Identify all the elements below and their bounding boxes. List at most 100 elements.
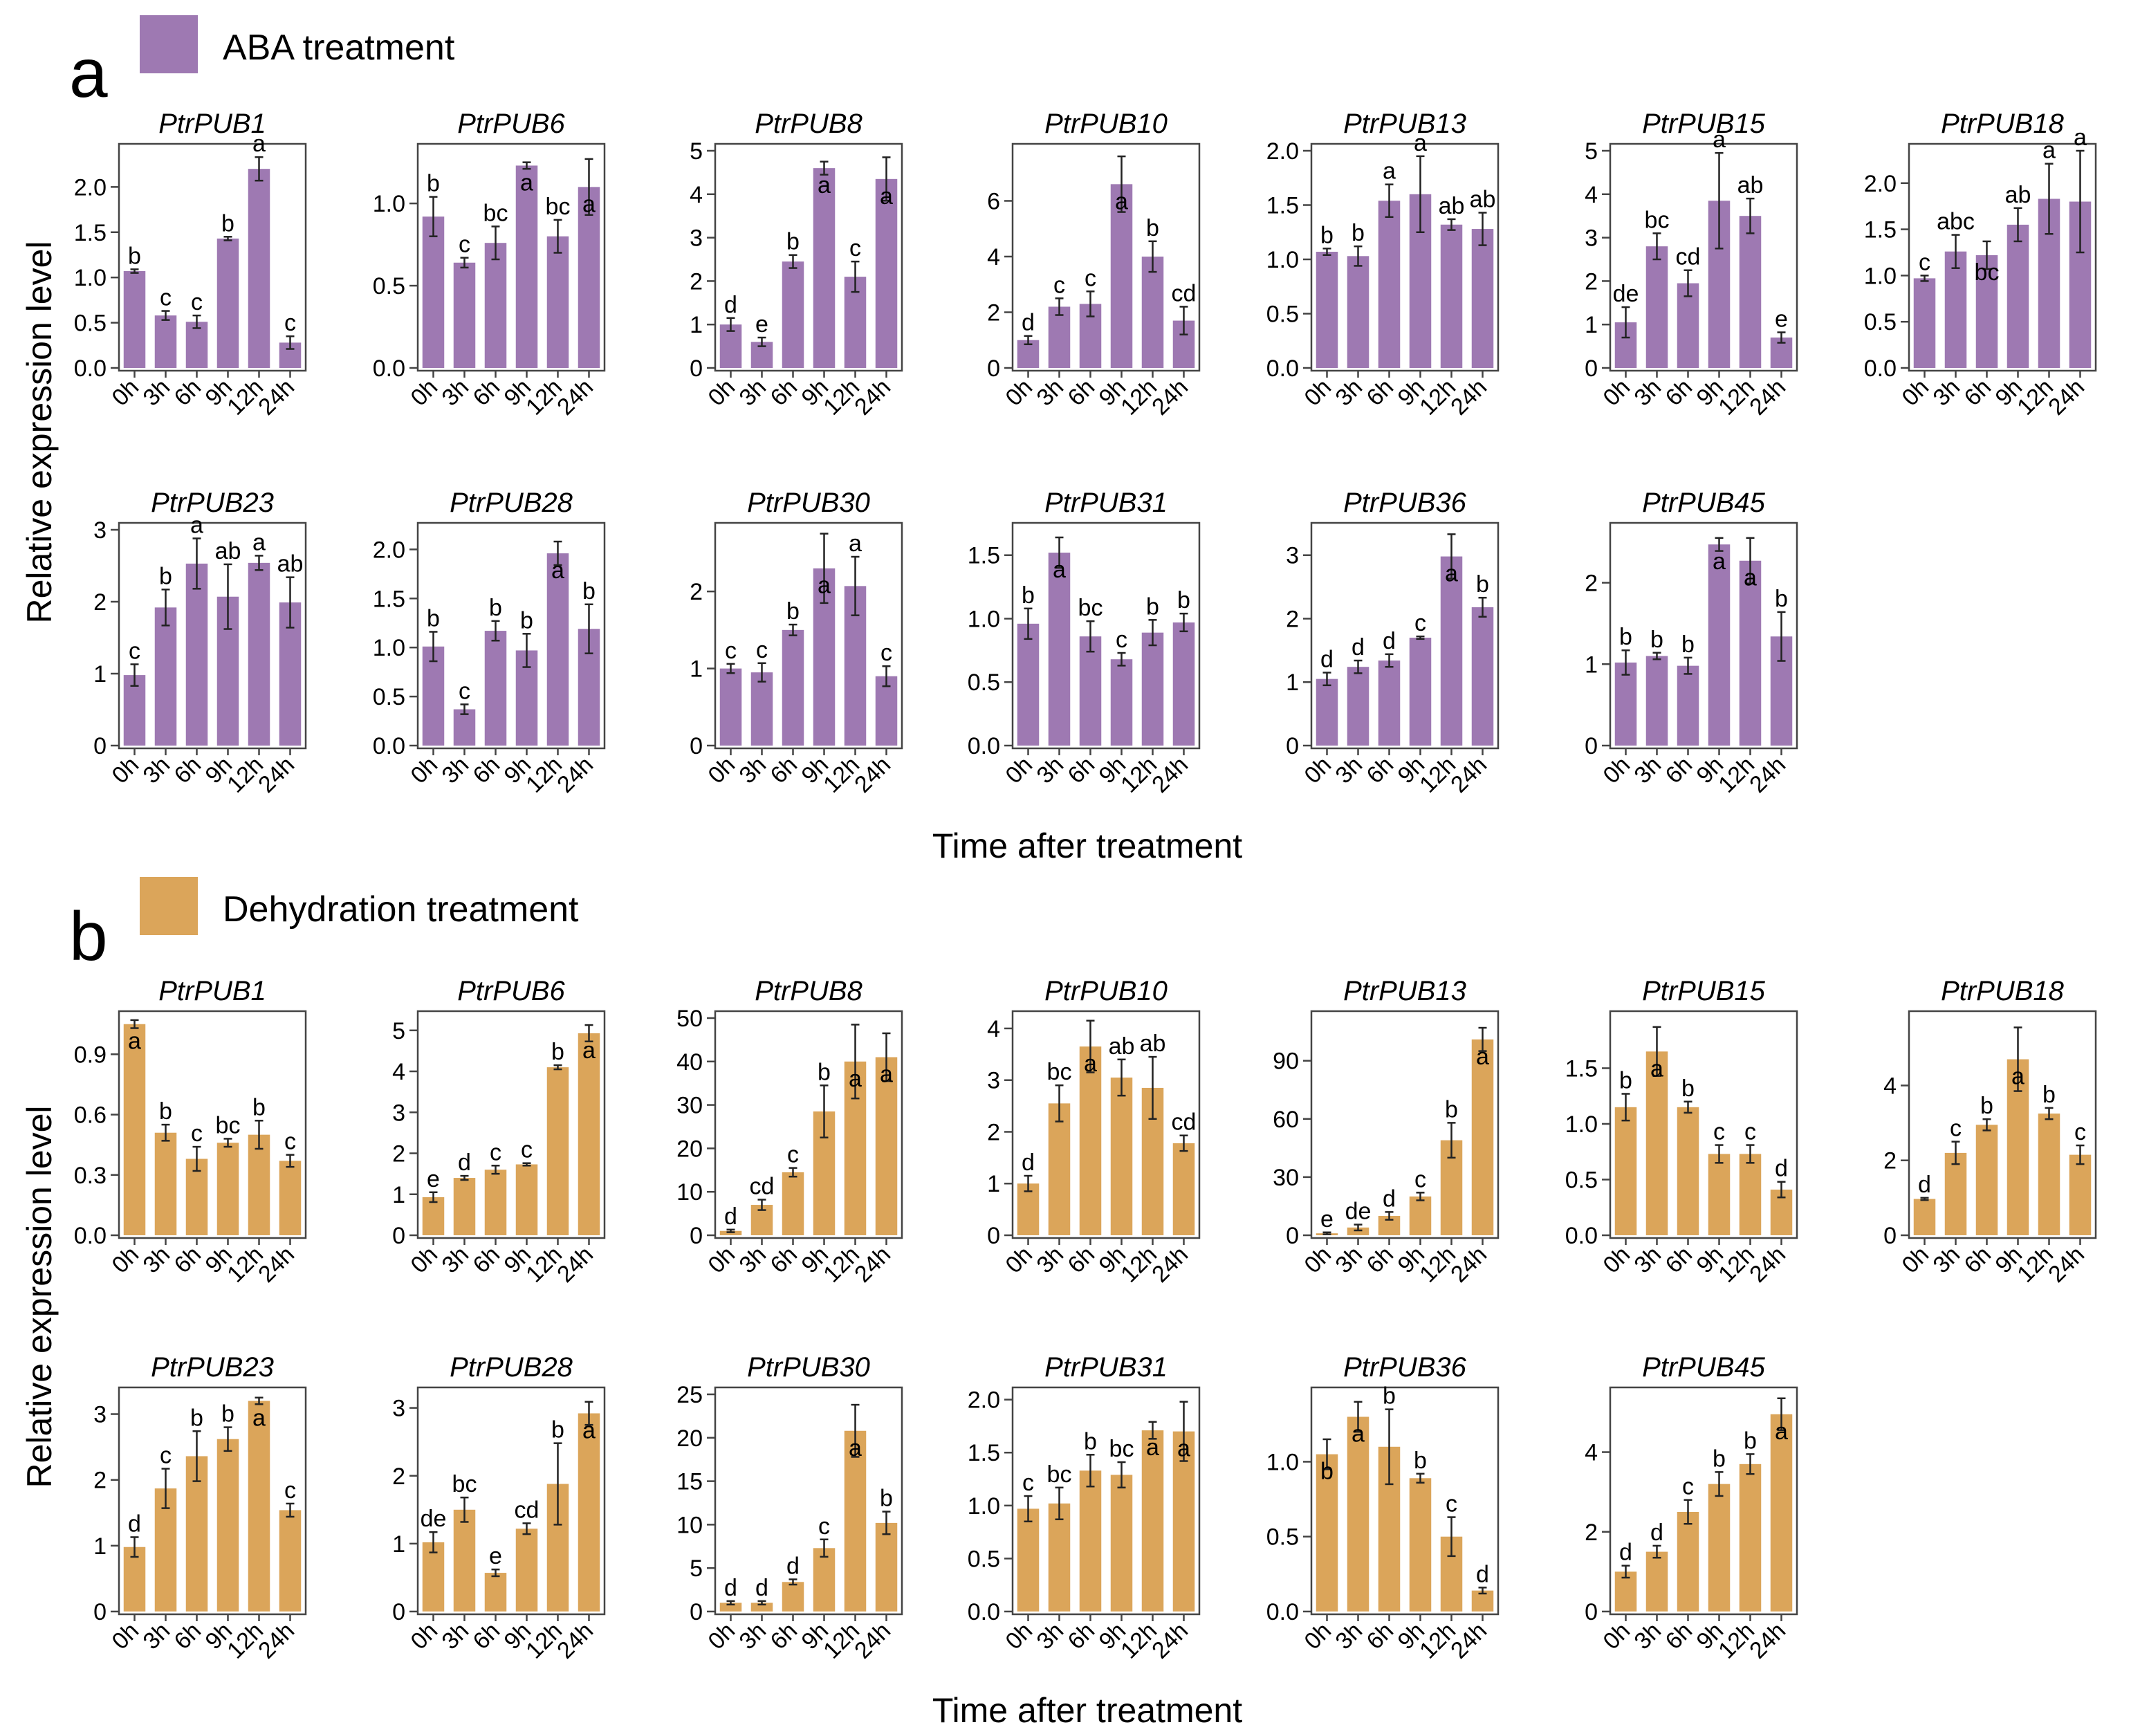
bar [1172, 622, 1195, 746]
bar [185, 322, 208, 368]
significance-letter: a [1352, 1421, 1365, 1447]
significance-letter: c [1919, 249, 1930, 275]
significance-letter: e [489, 1543, 502, 1569]
legend-swatch-dehydration [140, 877, 198, 935]
bar [1739, 1463, 1762, 1612]
bar [453, 1178, 476, 1235]
significance-letter: b [159, 1098, 172, 1125]
y-tick-label: 1 [987, 1171, 1000, 1197]
subplot-title: PtrPUB1 [158, 109, 266, 139]
significance-letter: d [1352, 634, 1365, 661]
y-tick-label: 0.5 [968, 670, 1000, 696]
significance-letter: b [252, 1094, 266, 1120]
significance-letter: b [1352, 220, 1365, 246]
significance-letter: de [421, 1506, 447, 1532]
bar [1110, 1077, 1133, 1235]
subplot-title: PtrPUB8 [755, 109, 863, 139]
significance-letter: c [191, 1120, 203, 1147]
significance-letter: d [1918, 1172, 1931, 1198]
significance-letter: c [1682, 1474, 1694, 1500]
x-tick-label: 24h [1744, 752, 1791, 798]
y-tick-label: 0.5 [373, 684, 405, 710]
y-tick-label: 3 [93, 1402, 107, 1428]
significance-letter: d [786, 1553, 800, 1580]
x-tick-label: 24h [552, 752, 598, 798]
bar [1471, 607, 1494, 746]
significance-letter: d [724, 292, 737, 318]
significance-letter: a [520, 169, 533, 196]
subplot-title: PtrPUB6 [457, 109, 565, 139]
y-tick-label: 0.0 [373, 355, 405, 382]
significance-letter: a [128, 1028, 141, 1055]
x-tick-label: 24h [849, 1241, 896, 1288]
significance-letter: b [1775, 586, 1788, 612]
bar [782, 1582, 804, 1612]
significance-letter: a [252, 1405, 266, 1432]
bar [1316, 252, 1338, 368]
bar [1708, 1154, 1731, 1235]
y-tick-label: 4 [690, 182, 703, 208]
bar [578, 187, 600, 368]
subplot-title: PtrPUB10 [1044, 109, 1168, 139]
bar [1378, 201, 1401, 368]
bar [1110, 659, 1133, 746]
y-tick-label: 10 [676, 1512, 703, 1538]
bar [1409, 638, 1432, 746]
significance-letter: cd [1172, 1109, 1197, 1136]
y-tick-label: 0 [392, 1223, 405, 1249]
subplot-title: PtrPUB18 [1941, 976, 2065, 1006]
y-tick-label: 0 [690, 355, 703, 382]
significance-letter: a [582, 191, 596, 217]
significance-letter: a [2074, 124, 2087, 151]
y-tick-label: 4 [1585, 182, 1598, 208]
bar [248, 562, 270, 746]
y-tick-label: 1 [1585, 312, 1598, 338]
significance-letter: b [1383, 1383, 1396, 1410]
y-tick-label: 1.5 [1266, 193, 1299, 219]
bar [782, 629, 804, 746]
y-tick-label: 5 [690, 138, 703, 165]
bar [1708, 544, 1731, 746]
subplot-title: PtrPUB45 [1642, 1352, 1766, 1383]
bar [1110, 1475, 1133, 1612]
significance-letter: c [787, 1142, 799, 1168]
significance-letter: d [1775, 1156, 1788, 1182]
y-tick-label: 2.0 [1266, 138, 1299, 165]
plot-frame [416, 1386, 606, 1616]
bar [248, 1401, 270, 1612]
significance-letter: d [1383, 1185, 1396, 1212]
subplot-title: PtrPUB13 [1343, 976, 1466, 1006]
y-tick-label: 0 [690, 1223, 703, 1249]
y-tick-label: 30 [676, 1093, 703, 1119]
bar [813, 1548, 836, 1612]
y-tick-label: 60 [1273, 1107, 1299, 1133]
subplot-a-ptrpub31: PtrPUB310.00.51.01.5b0ha3hbc6hc9hb12hb24… [968, 488, 1201, 798]
y-tick-label: 5 [1585, 138, 1598, 165]
x-tick-label: 24h [1446, 1241, 1492, 1288]
bar [1471, 1039, 1494, 1235]
significance-letter: b [551, 1417, 564, 1443]
bar [279, 1161, 302, 1235]
legend-label-aba: ABA treatment [223, 28, 455, 68]
significance-letter: a [1115, 188, 1128, 214]
significance-letter: a [1053, 557, 1066, 583]
significance-letter: c [2074, 1119, 2086, 1145]
subplot-a-ptrpub18: PtrPUB180.00.51.01.52.0c0habc3hbc6hab9ha… [1864, 109, 2097, 421]
y-tick-label: 0.5 [1565, 1167, 1598, 1193]
bar [422, 1542, 445, 1612]
y-tick-label: 40 [676, 1049, 703, 1075]
bar [1677, 1511, 1699, 1612]
significance-letter: a [880, 183, 893, 210]
bar [1110, 184, 1133, 368]
significance-letter: d [724, 1575, 737, 1601]
y-tick-label: 4 [987, 1016, 1000, 1042]
significance-letter: d [1650, 1520, 1663, 1546]
significance-letter: c [818, 1513, 830, 1540]
y-tick-label: 1.0 [1565, 1111, 1598, 1138]
bar [1440, 224, 1463, 368]
significance-letter: a [252, 131, 266, 157]
bar [875, 676, 898, 746]
